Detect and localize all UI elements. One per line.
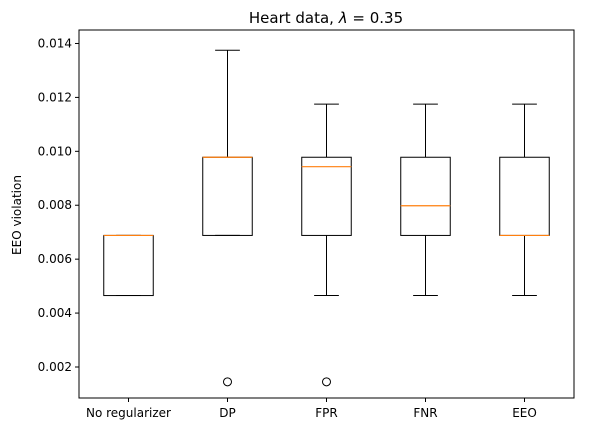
box-group xyxy=(400,103,451,297)
x-tick-label: EEO xyxy=(512,406,537,420)
y-tick-label: 0.008 xyxy=(38,198,72,212)
y-axis-label: EEO violation xyxy=(10,175,24,255)
box xyxy=(202,156,253,236)
box-group xyxy=(499,103,550,297)
box-group xyxy=(202,49,253,387)
title-prefix: Heart data, xyxy=(249,9,339,27)
y-tick-label: 0.014 xyxy=(38,36,72,50)
title-suffix: = 0.35 xyxy=(348,9,404,27)
box xyxy=(499,156,550,236)
title-lambda-symbol: λ xyxy=(338,9,348,27)
plot-area xyxy=(103,49,550,387)
box xyxy=(400,156,451,236)
x-tick-label: FPR xyxy=(315,406,337,420)
y-tick-label: 0.012 xyxy=(38,90,72,104)
outlier-point xyxy=(223,377,232,387)
box xyxy=(301,156,352,236)
chart-title: Heart data, λ = 0.35 xyxy=(249,9,403,27)
x-tick-label: No regularizer xyxy=(86,406,171,420)
box-group xyxy=(301,103,352,387)
y-tick-label: 0.010 xyxy=(38,144,72,158)
x-tick-label: DP xyxy=(219,406,235,420)
x-tick-label: FNR xyxy=(413,406,437,420)
y-tick-label: 0.006 xyxy=(38,252,72,266)
box xyxy=(103,234,154,297)
x-axis: No regularizer DP FPR FNR EEO xyxy=(86,398,537,420)
y-tick-label: 0.002 xyxy=(38,360,72,374)
box-group xyxy=(103,234,154,297)
y-axis: 0.002 0.004 0.006 0.008 0.010 0.012 0.014 xyxy=(38,36,79,374)
plot-frame xyxy=(78,29,575,399)
outlier-point xyxy=(322,377,331,387)
y-tick-label: 0.004 xyxy=(38,306,72,320)
